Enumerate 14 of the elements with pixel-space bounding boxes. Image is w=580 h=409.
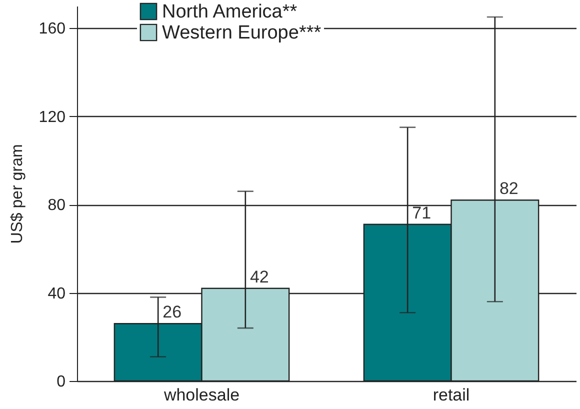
- data-label: 71: [412, 203, 432, 222]
- x-tick-label: wholesale: [162, 386, 240, 404]
- y-tick-label: 40: [48, 285, 66, 302]
- y-tick-label: 80: [48, 197, 66, 214]
- legend-label: North America**: [162, 2, 298, 22]
- legend-label: Western Europe***: [162, 22, 322, 44]
- data-label: 26: [162, 302, 182, 322]
- y-tick-label: 120: [38, 108, 66, 126]
- data-label: 82: [499, 179, 518, 198]
- y-axis-title: US$ per gram: [8, 144, 26, 244]
- x-tick-label: retail: [432, 386, 470, 404]
- data-label: 42: [250, 267, 269, 286]
- y-tick-label: 0: [56, 374, 66, 390]
- y-tick-label: 160: [38, 20, 66, 38]
